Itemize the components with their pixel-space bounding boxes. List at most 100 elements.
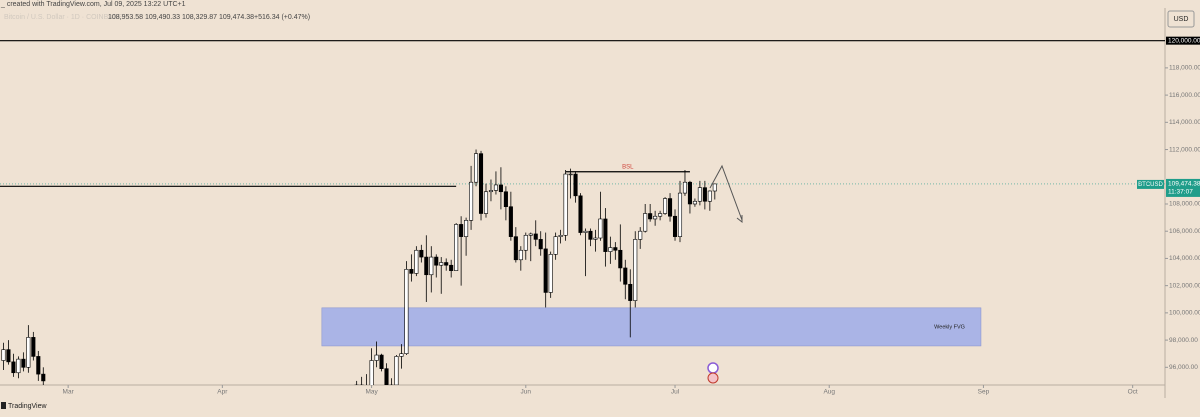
- y-tick-label: 98,000.00: [1169, 337, 1198, 344]
- y-tick-label: 106,000.00: [1169, 228, 1200, 235]
- x-tick-label: Jul: [671, 389, 680, 396]
- x-tick-label: Apr: [217, 389, 228, 396]
- candle-body: [493, 184, 498, 191]
- countdown: 11:37:07: [1168, 189, 1193, 196]
- candle-body: [379, 354, 384, 369]
- candle-body: [16, 358, 21, 374]
- y-tick-label: 118,000.00: [1169, 65, 1200, 72]
- projection-arrow: [709, 164, 743, 221]
- symbol: Bitcoin / U.S. Dollar · 1D · COINBASE: [4, 14, 123, 21]
- x-tick-label: Sep: [978, 389, 990, 396]
- candle-body: [404, 269, 409, 354]
- candle-body: [682, 181, 688, 194]
- candle-body: [623, 267, 628, 285]
- candle-body: [548, 254, 553, 293]
- candle-body: [697, 187, 702, 202]
- candle-body: [563, 173, 568, 236]
- x-tick-label: Jun: [521, 389, 532, 396]
- level-tag: [1166, 36, 1200, 45]
- candle-body: [31, 337, 36, 357]
- x-tick-label: Mar: [63, 389, 75, 396]
- candle-body: [424, 256, 429, 276]
- candle-body: [668, 198, 673, 217]
- candle-body: [618, 249, 623, 269]
- last-price-label: 109,474.38: [1168, 181, 1200, 188]
- x-tick-label: Oct: [1128, 389, 1138, 396]
- candle-body: [414, 249, 419, 274]
- y-tick-label: 96,000.00: [1169, 364, 1198, 371]
- candle-body: [26, 337, 31, 368]
- legend-value: +516.34 (+0.47%): [254, 14, 310, 21]
- candle-body: [628, 283, 633, 301]
- candle-body: [603, 218, 608, 252]
- x-tick-label: May: [365, 389, 378, 396]
- currency: USD: [1174, 16, 1189, 23]
- plot-area: Weekly FVG BSL: [0, 40, 1165, 385]
- candle-body: [483, 191, 489, 214]
- candle-body: [454, 224, 459, 271]
- candle-body: [518, 249, 523, 261]
- candle-body: [459, 224, 464, 237]
- candle-body: [638, 230, 643, 240]
- candle-body: [41, 373, 46, 382]
- candle-body: [558, 234, 563, 237]
- y-tick-label: 108,000.00: [1169, 201, 1200, 208]
- event-icon[interactable]: [707, 372, 719, 384]
- candle-body: [419, 249, 424, 258]
- legend-value: 108,953.58: [108, 14, 143, 21]
- candle-body: [692, 200, 697, 205]
- legend-value: 109,474.38: [219, 14, 254, 21]
- candle-body: [21, 358, 26, 368]
- event-icon[interactable]: [707, 362, 719, 374]
- candle-body: [533, 233, 538, 240]
- legend-value: 109,490.33: [145, 14, 180, 21]
- candle-body: [384, 368, 389, 385]
- candle-body: [643, 213, 648, 232]
- legend-value: 108,329.87: [182, 14, 217, 21]
- candle-body: [707, 190, 712, 202]
- candle-body: [653, 215, 658, 220]
- caption: _ created with TradingView.com, Jul 09, …: [0, 1, 186, 8]
- candle-body: [36, 356, 41, 375]
- currency-box[interactable]: [1167, 10, 1195, 28]
- y-tick-label: 102,000.00: [1169, 282, 1200, 289]
- arrow-head: [736, 215, 743, 224]
- candle-body: [528, 233, 533, 236]
- level-text: BSL: [622, 164, 634, 170]
- y-tick-label: 114,000.00: [1169, 119, 1200, 126]
- fvg-zone: [321, 307, 982, 347]
- candle-body: [687, 181, 692, 205]
- candle-body: [1, 349, 6, 361]
- candle-body: [464, 220, 469, 237]
- candle-body: [409, 269, 414, 274]
- x-tick-label: Aug: [823, 389, 835, 396]
- candle-body: [11, 361, 16, 374]
- candle-body: [474, 153, 479, 183]
- candle-body: [469, 181, 474, 221]
- candle-body: [613, 247, 618, 251]
- candle-body: [573, 173, 578, 197]
- candle-body: [553, 236, 558, 255]
- axes: 96,000.00 98,000.00 100,000.00 102,000.00 10…: [63, 36, 1200, 396]
- symbol-tag-label: BTCUSD: [1138, 182, 1163, 188]
- candle-body: [449, 264, 454, 271]
- ohlc-legend: 108,953.58 109,490.33 108,329.87 109,474.38…: [108, 14, 310, 21]
- candle-body: [429, 256, 434, 276]
- candle-body: [633, 239, 638, 301]
- candle-body: [374, 354, 379, 361]
- candle-body: [672, 215, 678, 237]
- candle-body: [503, 191, 508, 208]
- candle-body: [598, 218, 603, 239]
- candle-body: [702, 187, 707, 202]
- y-tick-label: 100,000.00: [1169, 310, 1200, 317]
- candle-body: [488, 190, 494, 193]
- logo: [1, 402, 6, 409]
- candle-body: [538, 239, 543, 250]
- candle-body: [399, 353, 404, 357]
- candle-body: [543, 248, 548, 293]
- candle-body: [588, 230, 593, 240]
- candle-body: [583, 230, 588, 233]
- candle-body: [508, 206, 513, 237]
